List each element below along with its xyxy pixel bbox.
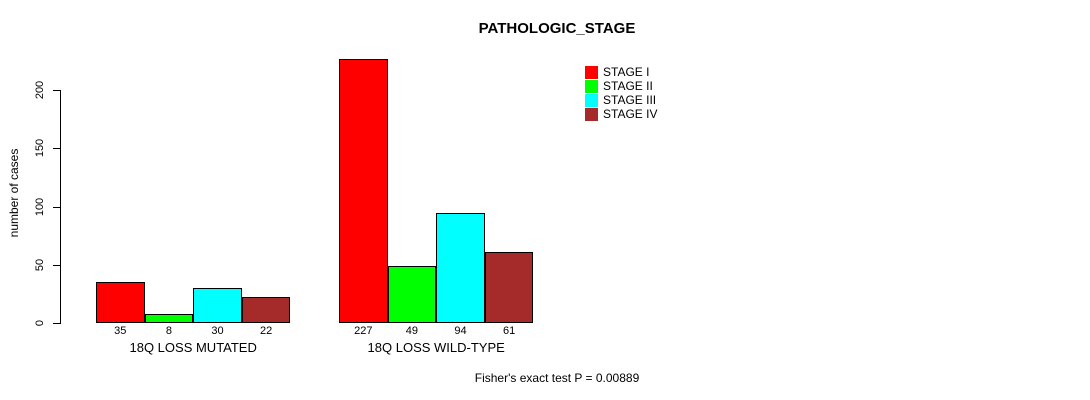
- legend-swatch-icon: [585, 93, 598, 107]
- y-tick-200: [53, 90, 60, 91]
- y-axis-label: number of cases: [7, 148, 21, 238]
- bar-stage-ii-18q-loss-mutated: [145, 314, 193, 323]
- legend-item-stage-i: STAGE I: [585, 65, 657, 79]
- legend-item-stage-iv: STAGE IV: [585, 107, 657, 121]
- bar-stage-ii-18q-loss-wild-type: [388, 266, 436, 323]
- legend-label: STAGE III: [603, 93, 657, 107]
- category-label-18q-loss-mutated: 18Q LOSS MUTATED: [129, 340, 257, 355]
- bar-stage-i-18q-loss-wild-type: [339, 59, 388, 323]
- bar-stage-iv-18q-loss-mutated: [242, 297, 290, 323]
- legend-swatch-icon: [585, 79, 598, 93]
- bar-value-label: 22: [259, 325, 273, 337]
- y-axis-line: [60, 90, 61, 324]
- legend-swatch-icon: [585, 65, 598, 79]
- legend-label: STAGE II: [603, 79, 653, 93]
- chart-title: PATHOLOGIC_STAGE: [478, 20, 636, 37]
- bar-stage-iii-18q-loss-mutated: [193, 288, 242, 323]
- y-tick-50: [53, 265, 60, 266]
- bar-value-label: 35: [114, 325, 127, 337]
- category-label-18q-loss-wild-type: 18Q LOSS WILD-TYPE: [367, 340, 505, 355]
- y-tick-100: [53, 207, 60, 208]
- bar-value-label: 227: [354, 325, 373, 337]
- bar-stage-i-18q-loss-mutated: [96, 282, 145, 323]
- y-tick-label-50: 50: [34, 258, 46, 272]
- legend-item-stage-iii: STAGE III: [585, 93, 657, 107]
- legend-label: STAGE IV: [603, 107, 658, 121]
- bar-value-label: 30: [211, 325, 224, 337]
- legend: STAGE I STAGE II STAGE III STAGE IV: [585, 65, 657, 121]
- y-tick-label-150: 150: [34, 138, 46, 158]
- bar-value-label: 49: [405, 325, 419, 337]
- legend-item-stage-ii: STAGE II: [585, 79, 657, 93]
- legend-label: STAGE I: [603, 65, 650, 79]
- bar-value-label: 8: [165, 325, 172, 337]
- fisher-test-annotation: Fisher's exact test P = 0.00889: [474, 371, 640, 385]
- bar-stage-iii-18q-loss-wild-type: [436, 213, 485, 323]
- y-tick-label-200: 200: [34, 80, 46, 100]
- y-tick-150: [53, 148, 60, 149]
- y-tick-label-0: 0: [34, 319, 46, 327]
- legend-swatch-icon: [585, 107, 598, 121]
- y-tick-label-100: 100: [34, 197, 46, 217]
- bar-value-label: 61: [502, 325, 516, 337]
- y-tick-0: [53, 323, 60, 324]
- bar-stage-iv-18q-loss-wild-type: [485, 252, 533, 323]
- bar-value-label: 94: [454, 325, 467, 337]
